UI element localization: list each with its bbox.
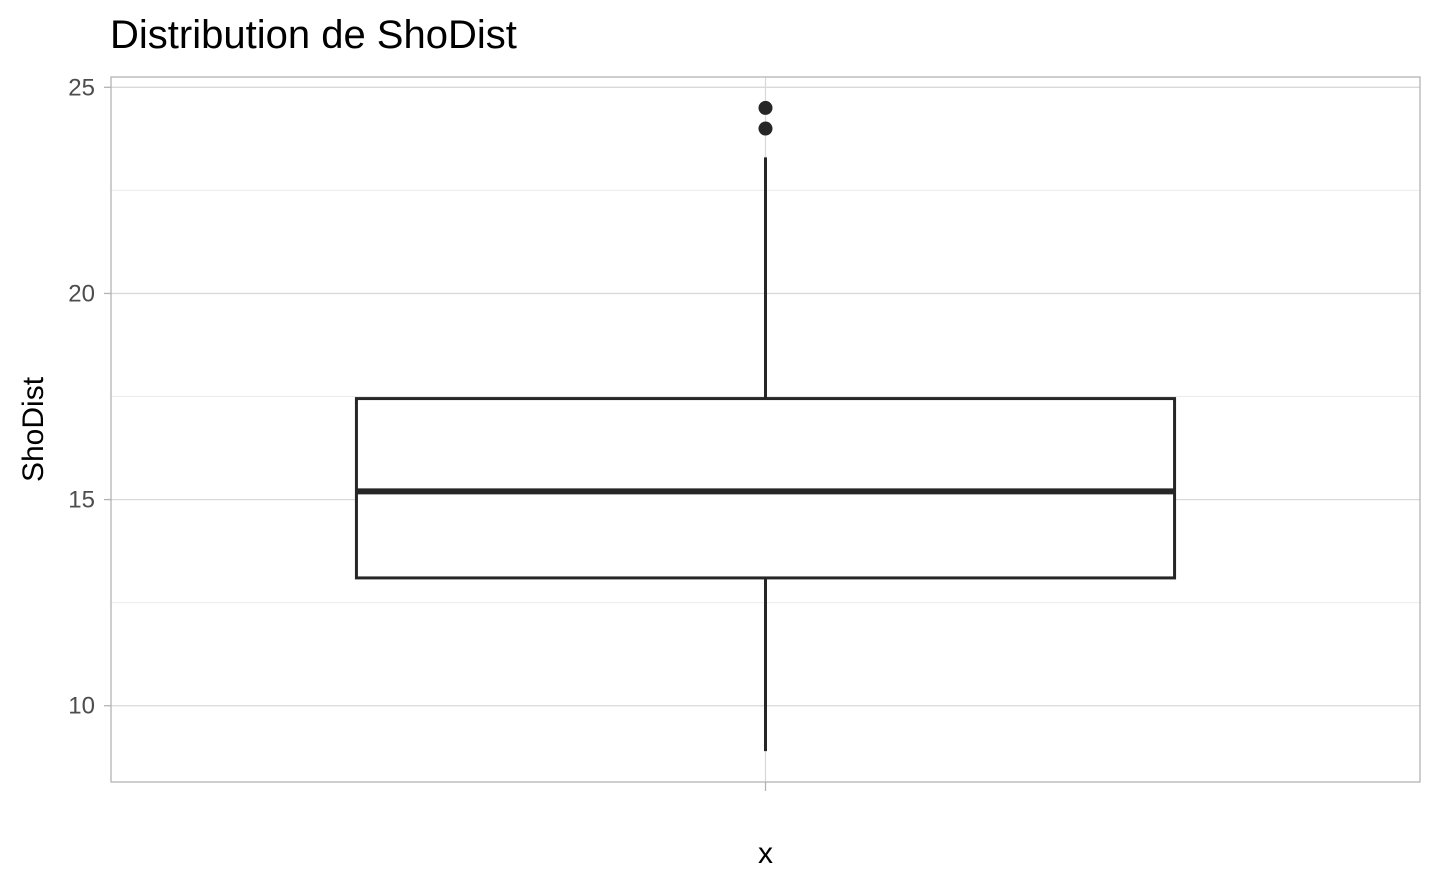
y-tick-label: 25 bbox=[68, 74, 95, 101]
y-tick-label: 20 bbox=[68, 280, 95, 307]
chart-title: Distribution de ShoDist bbox=[110, 13, 517, 57]
y-axis-label: ShoDist bbox=[17, 376, 50, 482]
axes: 10 15 20 25 bbox=[68, 74, 767, 791]
outlier-point bbox=[758, 100, 773, 115]
x-axis-label: x bbox=[758, 837, 773, 870]
panel-border bbox=[110, 76, 1421, 783]
boxes bbox=[354, 100, 1177, 752]
outlier-point bbox=[758, 121, 773, 136]
y-tick-label: 15 bbox=[68, 487, 95, 514]
y-tick-label: 10 bbox=[68, 693, 95, 720]
iqr-box bbox=[354, 397, 1177, 580]
box-group bbox=[354, 100, 1177, 752]
